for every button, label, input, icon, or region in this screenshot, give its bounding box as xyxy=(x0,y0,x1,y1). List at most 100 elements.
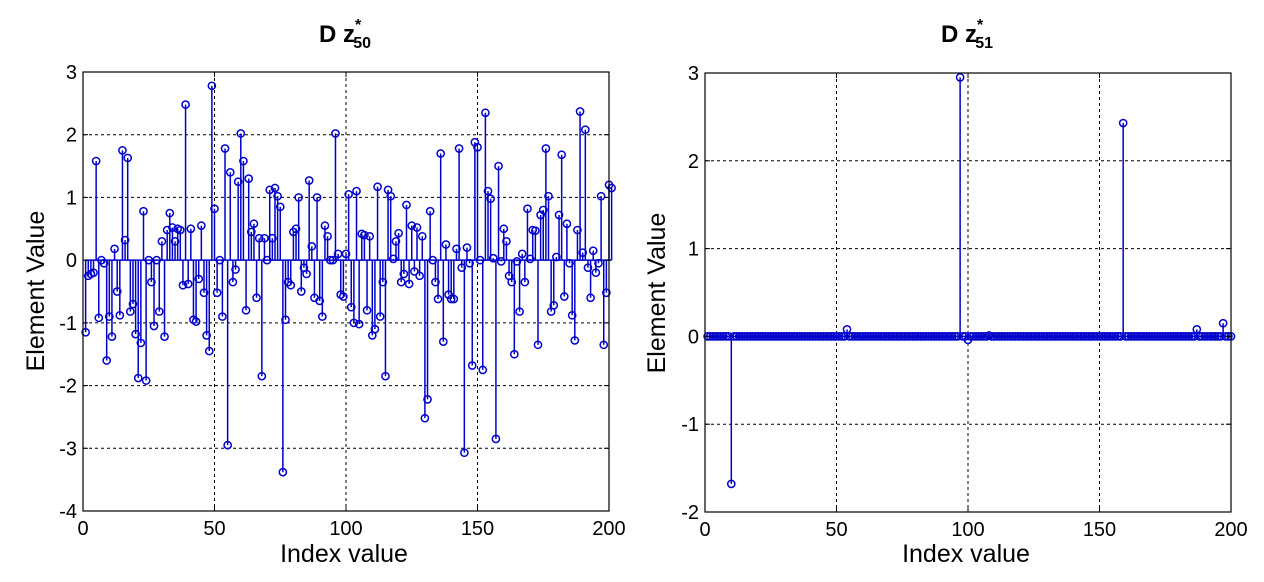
stem-marker xyxy=(107,332,117,342)
x-axis-label-left: Index value xyxy=(280,540,408,568)
y-tick-label: -1 xyxy=(681,414,699,436)
y-tick-label: 2 xyxy=(66,125,77,147)
stem-marker xyxy=(423,395,432,404)
stem-marker xyxy=(141,376,151,385)
stem-marker xyxy=(197,221,206,230)
stem-marker xyxy=(399,269,409,279)
stem-marker xyxy=(520,277,530,287)
stem-marker xyxy=(449,294,459,304)
stem-marker xyxy=(170,236,180,246)
stem-marker xyxy=(231,265,240,274)
stem-marker xyxy=(460,448,469,458)
stem-marker xyxy=(575,107,585,116)
stem-marker xyxy=(562,219,572,229)
x-tick-label: 200 xyxy=(1214,519,1247,541)
stem-marker xyxy=(441,240,451,249)
stem-marker xyxy=(160,332,169,342)
stem-marker xyxy=(438,337,448,347)
stem-marker xyxy=(233,177,243,187)
stem-series xyxy=(703,73,1236,489)
stem-marker xyxy=(499,224,509,234)
stem-marker xyxy=(312,193,322,202)
x-tick-label: 100 xyxy=(329,518,362,540)
stem-marker xyxy=(428,255,438,265)
x-tick-label: 100 xyxy=(951,519,984,541)
stem-marker xyxy=(257,371,267,381)
stem-marker xyxy=(554,210,564,220)
stem-marker xyxy=(199,288,209,298)
y-tick-label: 2 xyxy=(688,151,699,173)
stem-marker xyxy=(325,255,335,265)
stem-marker xyxy=(275,202,285,212)
chart-title-right: D z* 51 xyxy=(941,17,993,52)
stem-marker xyxy=(417,231,427,241)
stem-marker xyxy=(573,225,582,235)
stem-marker xyxy=(244,174,254,183)
stem-marker xyxy=(410,267,419,276)
stem-marker xyxy=(583,263,593,273)
stem-marker xyxy=(602,288,611,298)
stem-marker xyxy=(112,287,122,296)
y-tick-label: 1 xyxy=(688,239,699,261)
stem-marker xyxy=(218,312,227,321)
stem-marker xyxy=(388,254,398,264)
stem-marker xyxy=(360,230,369,240)
stem-marker xyxy=(586,293,595,303)
stem-marker xyxy=(533,340,543,350)
stem-marker xyxy=(252,293,261,303)
stem-marker xyxy=(265,185,275,195)
stem-marker xyxy=(412,223,422,232)
x-tick-label: 150 xyxy=(1083,519,1116,541)
stem-marker xyxy=(346,302,356,312)
stem-marker xyxy=(396,277,406,287)
x-axis-label-right: Index value xyxy=(902,540,1030,568)
stem-marker xyxy=(596,191,606,201)
stem-marker xyxy=(525,254,535,264)
y-axis-label-left: Element Value xyxy=(22,211,50,372)
stem-marker xyxy=(475,255,485,265)
stem-marker xyxy=(302,269,311,279)
y-axis-label-right: Element Value xyxy=(643,213,671,374)
stem-marker xyxy=(444,290,453,299)
stem-marker xyxy=(183,279,193,289)
stem-marker xyxy=(131,329,140,339)
stem-marker xyxy=(273,191,282,201)
stem-marker xyxy=(512,257,522,266)
stem-marker xyxy=(588,246,598,256)
stem-marker xyxy=(239,156,248,166)
y-tick-label: -2 xyxy=(59,376,77,398)
stem-marker xyxy=(152,255,161,265)
stem-marker xyxy=(491,434,501,444)
stem-marker xyxy=(223,440,232,450)
stem-marker xyxy=(328,255,338,265)
stem-marker xyxy=(488,253,498,263)
y-tick-label: -1 xyxy=(59,313,77,335)
chart-title-left: D z* 50 xyxy=(319,17,371,52)
stem-marker xyxy=(89,268,98,278)
stem-marker xyxy=(296,287,306,296)
stem-marker xyxy=(349,318,359,328)
stem-marker xyxy=(268,233,277,243)
stem-marker xyxy=(394,228,403,238)
stem-marker xyxy=(1224,332,1233,341)
stem-marker xyxy=(1218,318,1228,328)
stem-marker xyxy=(352,186,361,196)
y-tick-label: 0 xyxy=(66,250,77,272)
stem-marker xyxy=(378,277,388,287)
stem-marker xyxy=(210,204,219,214)
stem-marker xyxy=(834,332,844,341)
stem-marker xyxy=(339,292,348,301)
stem-marker xyxy=(567,310,577,320)
stem-marker xyxy=(304,176,314,185)
stem-marker xyxy=(136,338,146,348)
stem-marker xyxy=(128,299,138,309)
stem-marker xyxy=(94,313,104,323)
stem-marker xyxy=(291,224,301,234)
stem-marker xyxy=(262,255,272,265)
y-tick-label: 1 xyxy=(66,187,77,209)
stem-marker xyxy=(607,183,616,193)
stem-marker xyxy=(538,205,548,215)
stem-marker xyxy=(1118,118,1128,128)
stem-marker xyxy=(391,236,401,246)
